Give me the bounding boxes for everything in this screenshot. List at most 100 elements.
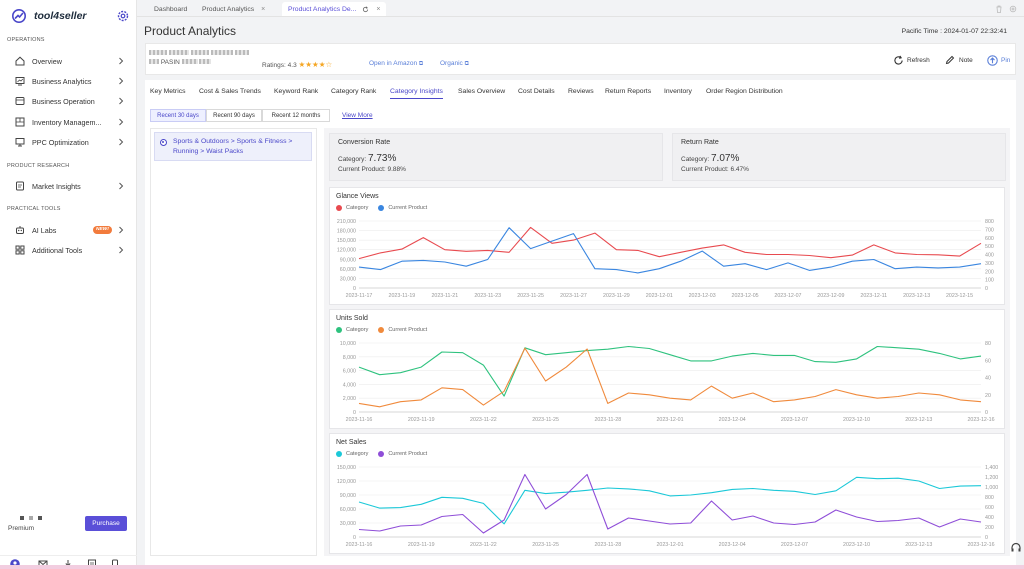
sidebar-item-overview[interactable]: Overview [0, 52, 137, 70]
units-sold-chart: Units Sold Category Current Product 10,0… [329, 309, 1005, 429]
legend-item[interactable]: Category [336, 327, 368, 333]
tab-product-analytics-detail[interactable]: Product Analytics De... × [282, 2, 387, 16]
y-tick-left: 10,000 [340, 341, 356, 347]
note-button[interactable]: Note [945, 55, 973, 65]
sidebar-item-ppc-optimization[interactable]: PPC Optimization [0, 133, 137, 151]
tab-label: Product Analytics [202, 5, 255, 13]
legend-item[interactable]: Current Product [378, 205, 427, 211]
tab-bar: Dashboard Product Analytics × Product Ana… [137, 0, 1024, 17]
trash-icon[interactable] [995, 5, 1003, 13]
sidebar-item-market-insights[interactable]: Market Insights [0, 177, 137, 195]
star-icon: ★ [312, 60, 319, 69]
range-30-days-button[interactable]: Recent 30 days [150, 109, 206, 122]
legend-label: Category [346, 327, 369, 333]
y-tick-right: 1,200 [985, 475, 998, 481]
sidebar-item-business-operation[interactable]: Business Operation [0, 92, 137, 110]
legend-item[interactable]: Current Product [378, 451, 427, 457]
chart-legend: Category Current Product [336, 205, 437, 211]
nav-tab-key-metrics[interactable]: Key Metrics [150, 88, 186, 95]
gear-icon[interactable] [117, 10, 129, 22]
nav-tab-category-insights[interactable]: Category Insights [390, 88, 443, 99]
sidebar-item-additional-tools[interactable]: Additional Tools [0, 241, 137, 259]
nav-tab-cost-sales-trends[interactable]: Cost & Sales Trends [199, 88, 261, 95]
nav-tab-return-reports[interactable]: Return Reports [605, 88, 652, 95]
y-tick-left: 90,000 [340, 493, 356, 499]
brand-logo[interactable]: tool4seller [12, 9, 87, 23]
inventory-icon [15, 117, 25, 127]
series-line-category[interactable] [358, 226, 982, 260]
y-tick-right: 0 [985, 286, 988, 292]
x-tick-label: 2023-11-22 [470, 542, 497, 548]
tab-product-analytics[interactable]: Product Analytics × [196, 2, 271, 16]
series-line-current-product[interactable] [358, 227, 982, 274]
close-icon[interactable]: × [376, 5, 381, 13]
close-icon[interactable]: × [261, 5, 266, 13]
range-12-months-button[interactable]: Recent 12 months [262, 109, 330, 122]
kpi-product-label: Current Product: [338, 166, 386, 173]
purchase-button[interactable]: Purchase [85, 516, 127, 531]
category-item[interactable]: Sports & Outdoors > Sports & Fitness > R… [154, 132, 312, 161]
series-line-current-product[interactable] [358, 347, 982, 408]
kpi-product-row: Current Product: 9.88% [338, 166, 654, 173]
y-tick-right: 800 [985, 495, 994, 501]
x-tick-label: 2023-11-19 [408, 417, 435, 423]
external-link-icon: ⧉ [418, 61, 424, 67]
series-line-category[interactable] [358, 476, 982, 525]
x-tick-label: 2023-12-04 [719, 542, 746, 548]
x-tick-label: 2023-11-19 [408, 542, 435, 548]
open-in-amazon-link[interactable]: Open in Amazon ⧉ [369, 60, 423, 68]
x-tick-label: 2023-12-07 [781, 417, 808, 423]
refresh-button[interactable]: Refresh [893, 55, 930, 66]
range-90-days-button[interactable]: Recent 90 days [206, 109, 262, 122]
x-tick-label: 2023-12-11 [860, 293, 887, 299]
radio-selected-icon[interactable] [160, 139, 167, 146]
refresh-tab-icon[interactable] [362, 5, 369, 13]
sidebar-item-business-analytics[interactable]: Business Analytics [0, 72, 137, 90]
bottom-strip [0, 565, 1024, 569]
legend-item[interactable]: Category [336, 451, 368, 457]
headset-icon[interactable] [1010, 542, 1022, 554]
sidebar-item-label: Inventory Managem... [32, 118, 102, 127]
x-tick-label: 2023-12-04 [719, 417, 746, 423]
section-title-practical-tools: PRACTICAL TOOLS [7, 206, 61, 212]
legend-label: Current Product [388, 205, 428, 211]
open-in-amazon-label: Open in Amazon [369, 60, 418, 67]
scrollbar[interactable] [1017, 73, 1022, 569]
y-tick-right: 80 [985, 341, 991, 347]
nav-tab-category-rank[interactable]: Category Rank [331, 88, 377, 95]
chart-legend: Category Current Product [336, 451, 437, 457]
x-tick-label: 2023-11-19 [389, 293, 416, 299]
glance-views-chart: Glance Views Category Current Product 21… [329, 187, 1005, 305]
pin-button[interactable]: Pin [987, 55, 1010, 66]
settings-icon[interactable] [1009, 5, 1017, 13]
y-tick-right: 400 [985, 515, 994, 521]
y-tick-left: 120,000 [337, 479, 356, 485]
nav-tab-sales-overview[interactable]: Sales Overview [458, 88, 506, 95]
legend-item[interactable]: Category [336, 205, 368, 211]
nav-tab-inventory[interactable]: Inventory [664, 88, 692, 95]
nav-tab-keyword-rank[interactable]: Keyword Rank [274, 88, 319, 95]
x-tick-label: 2023-12-07 [781, 542, 808, 548]
x-tick-label: 2023-12-10 [843, 542, 870, 548]
legend-dot [336, 327, 342, 333]
market-icon [16, 181, 24, 191]
y-tick-right: 20 [985, 393, 991, 399]
legend-item[interactable]: Current Product [378, 327, 427, 333]
sidebar-item-inventory-management[interactable]: Inventory Managem... [0, 113, 137, 131]
tab-dashboard[interactable]: Dashboard [148, 2, 193, 16]
x-tick-label: 2023-11-25 [532, 417, 559, 423]
star-half-icon: ☆ [325, 60, 333, 69]
view-more-link[interactable]: View More [342, 112, 373, 119]
x-tick-label: 2023-11-29 [603, 293, 630, 299]
sidebar-item-ai-labs[interactable]: AI Labs NEW! [0, 221, 137, 239]
nav-tab-cost-details[interactable]: Cost Details [518, 88, 555, 95]
series-line-category[interactable] [358, 345, 982, 397]
nav-tab-order-region-distribution[interactable]: Order Region Distribution [706, 88, 783, 95]
category-panel: Sports & Outdoors > Sports & Fitness > R… [150, 128, 317, 556]
x-tick-label: 2023-12-01 [656, 542, 683, 548]
x-tick-label: 2023-11-25 [532, 542, 559, 548]
series-line-current-product[interactable] [358, 473, 982, 534]
organic-link[interactable]: Organic ⧉ [440, 60, 469, 68]
nav-tab-reviews[interactable]: Reviews [568, 88, 594, 95]
pin-label: Pin [1001, 57, 1011, 64]
